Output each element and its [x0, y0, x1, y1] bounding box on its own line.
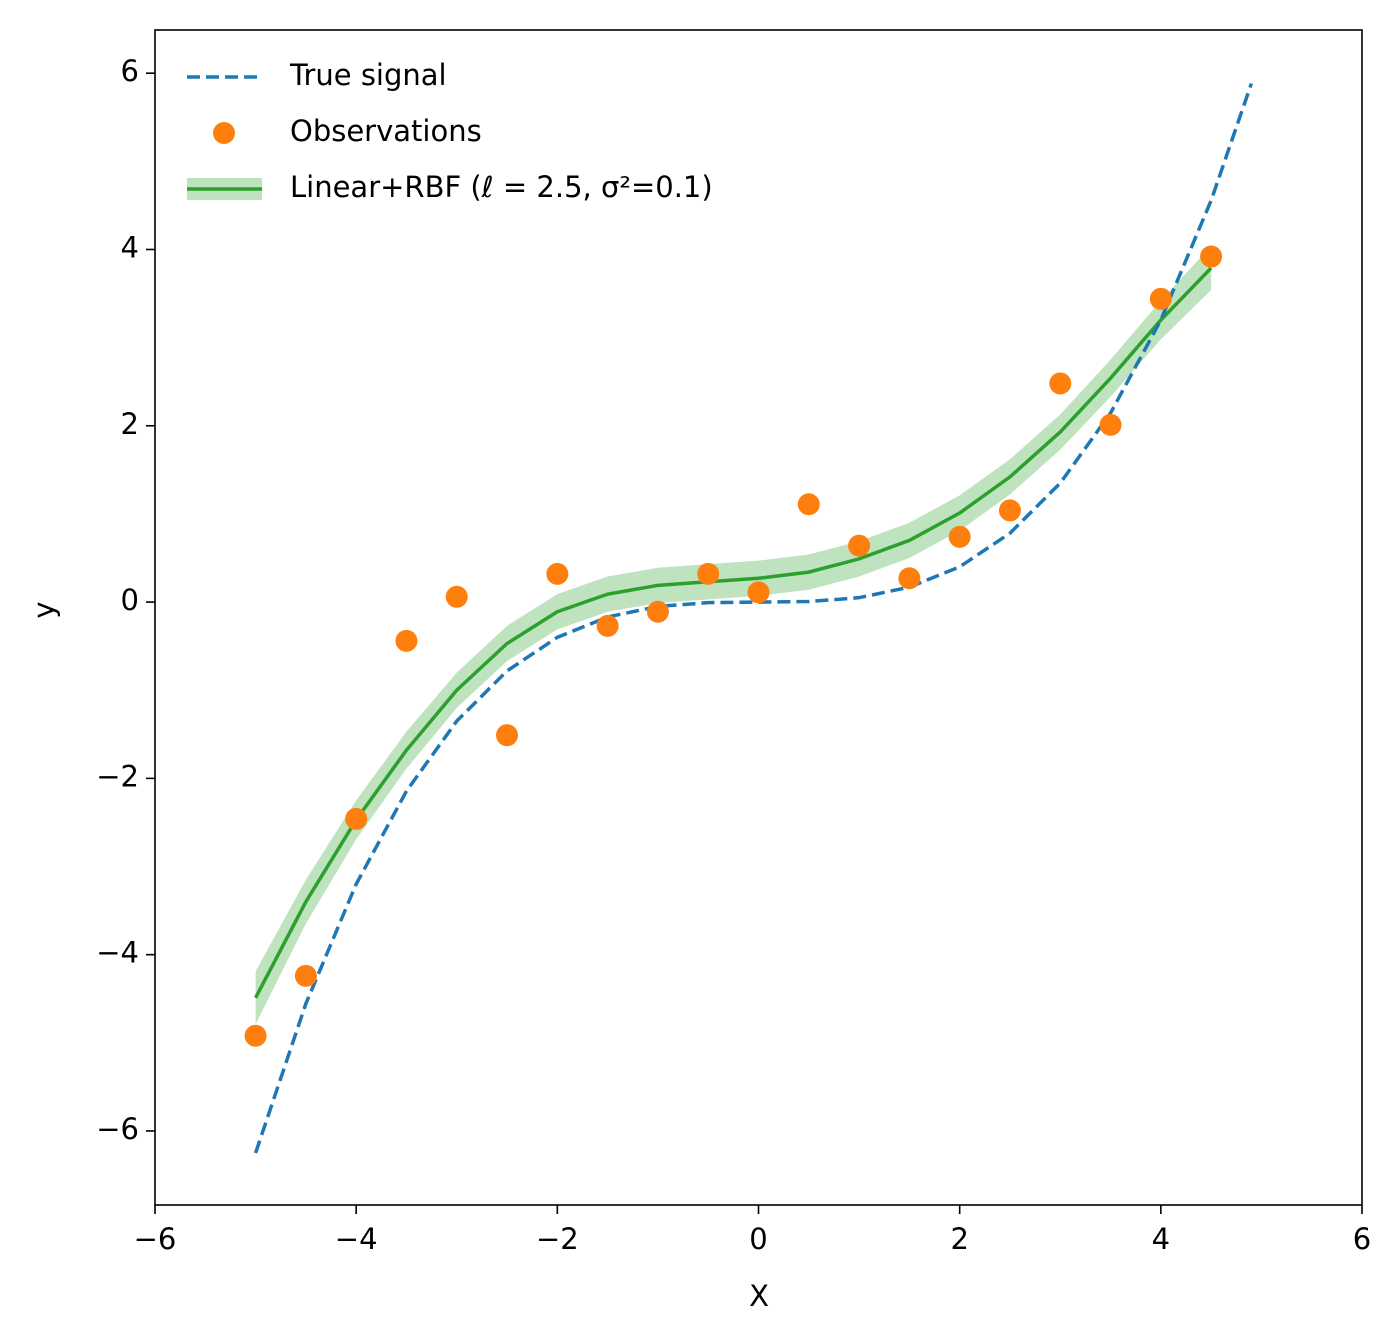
observation-point — [898, 567, 921, 590]
observation-point — [1049, 372, 1072, 395]
observation-point — [747, 581, 770, 604]
plot-area — [244, 83, 1254, 1154]
x-tick-label: 6 — [1353, 1222, 1371, 1256]
observation-point — [1099, 413, 1122, 436]
y-tick-label: −4 — [96, 936, 139, 970]
observation-point — [496, 724, 519, 747]
x-tick-label: −6 — [134, 1222, 177, 1256]
x-tick-label: −4 — [335, 1222, 378, 1256]
y-axis-label: y — [27, 601, 61, 618]
x-tick-label: 2 — [950, 1222, 968, 1256]
plot-frame — [154, 29, 1363, 1206]
legend-label: True signal — [289, 58, 447, 92]
y-tick-label: 6 — [121, 54, 139, 88]
legend-swatch — [213, 122, 235, 144]
legend-label: Observations — [290, 114, 482, 148]
observation-point — [395, 629, 418, 652]
observation-point — [697, 562, 720, 585]
x-axis-label: X — [749, 1279, 769, 1313]
observation-point — [797, 493, 820, 516]
mean-line — [254, 266, 1213, 999]
observation-point — [998, 499, 1021, 522]
observation-point — [294, 964, 317, 987]
observation-point — [546, 562, 569, 585]
observation-point — [646, 600, 669, 623]
x-tick-label: 0 — [749, 1222, 767, 1256]
y-tick-label: 2 — [121, 407, 139, 441]
observation-point — [848, 534, 871, 557]
y-tick-label: −2 — [96, 759, 139, 793]
observation-point — [1149, 287, 1172, 310]
observation-point — [948, 525, 971, 548]
observation-point — [244, 1024, 267, 1047]
y-tick-label: 4 — [121, 230, 139, 264]
observation-point — [345, 807, 368, 830]
observation-point — [1200, 245, 1223, 268]
x-tick-label: 4 — [1152, 1222, 1170, 1256]
legend-label: Linear+RBF (ℓ = 2.5, σ²=0.1) — [290, 170, 713, 204]
observation-point — [596, 614, 619, 637]
observation-point — [445, 585, 468, 608]
y-tick-label: 0 — [121, 583, 139, 617]
y-tick-label: −6 — [96, 1112, 139, 1146]
x-tick-label: −2 — [536, 1222, 579, 1256]
